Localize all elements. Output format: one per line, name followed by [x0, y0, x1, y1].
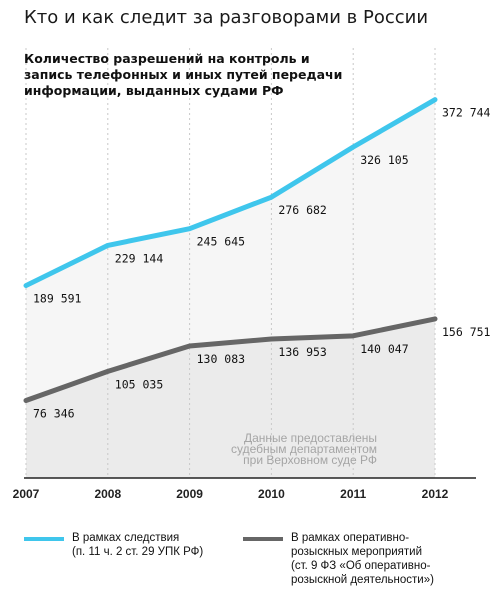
source-note-line: при Верховном суде РФ — [243, 453, 377, 467]
data-label: 140 047 — [360, 342, 409, 356]
data-label: 276 682 — [278, 203, 326, 217]
legend-label-line: В рамках оперативно- — [291, 532, 410, 544]
legend-label-line: розыскной деятельности») — [291, 574, 434, 586]
x-tick-label: 2009 — [176, 487, 203, 501]
data-label: 136 953 — [278, 345, 327, 359]
source-note-line: судебным департаментом — [231, 442, 377, 456]
data-label: 105 035 — [115, 377, 163, 391]
series-area-2 — [26, 318, 435, 478]
data-label: 76 346 — [33, 407, 75, 421]
data-label: 372 744 — [442, 106, 491, 120]
legend-label-line: (ст. 9 ФЗ «Об оперативно- — [291, 560, 431, 572]
data-label: 245 645 — [197, 235, 245, 249]
legend-swatch-investigation — [24, 537, 64, 541]
legend-swatch-operative — [243, 537, 283, 541]
x-tick-label: 2007 — [13, 487, 40, 501]
source-note-line: Данные предоставлены — [244, 431, 377, 445]
data-label: 130 083 — [197, 352, 246, 366]
data-label: 156 751 — [442, 325, 491, 339]
series-line-1 — [23, 97, 438, 289]
x-tick-label: 2011 — [340, 487, 366, 501]
chart-title: Количество разрешений на контроль и запи… — [24, 51, 343, 98]
data-label: 189 591 — [33, 292, 82, 306]
legend-item-investigation: В рамках следствия (п. 11 ч. 2 ст. 29 УП… — [24, 531, 244, 559]
data-label: 229 144 — [115, 251, 164, 265]
legend-label-line: В рамках следствия — [72, 532, 180, 544]
x-tick-label: 2010 — [258, 487, 285, 501]
series-line-2 — [23, 316, 438, 404]
legend-item-operative: В рамках оперативно- розыскных мероприят… — [243, 531, 483, 587]
legend-label-line: розыскных мероприятий — [291, 546, 423, 558]
page-title: Кто и как следит за разговорами в России — [24, 7, 429, 28]
x-tick-label: 2008 — [94, 487, 121, 501]
x-tick-label: 2012 — [422, 487, 449, 501]
data-label: 326 105 — [360, 153, 408, 167]
legend-label-line: (п. 11 ч. 2 ст. 29 УПК РФ) — [72, 546, 204, 558]
